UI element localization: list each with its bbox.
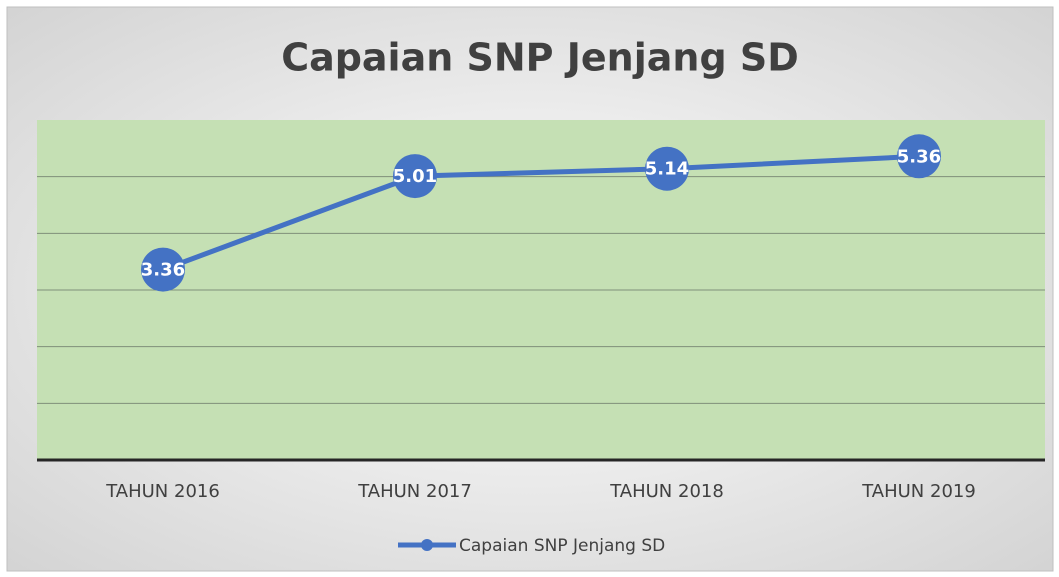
data-point [141, 247, 185, 292]
data-label: 5.36 [897, 146, 941, 167]
data-point [645, 146, 689, 191]
data-label: 5.01 [393, 166, 437, 187]
series-line [162, 153, 920, 272]
x-tick-label: TAHUN 2019 [861, 481, 976, 502]
x-tick-label: TAHUN 2018 [609, 481, 724, 502]
data-label: 3.36 [141, 260, 185, 281]
legend-label: Capaian SNP Jenjang SD [459, 536, 665, 556]
data-point [897, 134, 941, 179]
x-tick-label: TAHUN 2016 [105, 481, 220, 502]
legend-marker [421, 539, 433, 551]
x-tick-label: TAHUN 2017 [357, 481, 472, 502]
data-label: 5.14 [645, 159, 689, 180]
data-point [393, 154, 437, 199]
chart-title: Capaian SNP Jenjang SD [281, 36, 799, 80]
